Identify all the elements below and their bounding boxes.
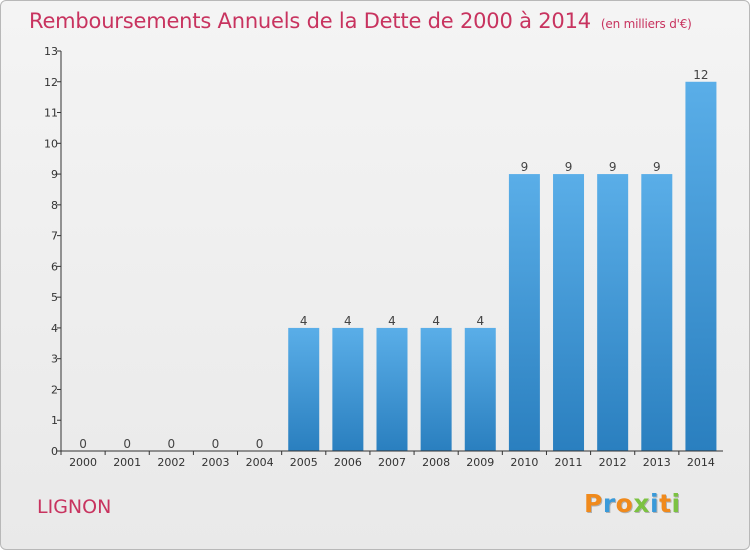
proxiti-logo: Proxiti xyxy=(584,489,681,518)
chart-title-text: Remboursements Annuels de la Dette de 20… xyxy=(29,9,591,33)
bar-2014 xyxy=(685,81,717,452)
value-label-2008: 4 xyxy=(432,314,440,328)
y-tick-label-5: 5 xyxy=(51,291,58,304)
y-tick-label-9: 9 xyxy=(51,168,58,181)
x-tick-label-2007: 2007 xyxy=(378,456,406,469)
x-tick-label-2000: 2000 xyxy=(69,456,97,469)
bars-layer: 0 0 0 0 0 4 4 4 4 4 9 9 9 9 12 xyxy=(79,68,717,452)
value-label-2011: 9 xyxy=(565,160,573,174)
y-tick-label-6: 6 xyxy=(51,260,58,273)
y-tick-label-11: 11 xyxy=(44,107,58,120)
value-label-2000: 0 xyxy=(79,437,87,451)
value-label-2002: 0 xyxy=(168,437,176,451)
logo-letter-4: i xyxy=(650,489,660,518)
axis-layer: 2000 2001 2002 2003 2004 2005 2006 2007 2008 2009… xyxy=(44,45,723,469)
value-label-2007: 4 xyxy=(388,314,396,328)
value-label-2005: 4 xyxy=(300,314,308,328)
value-label-2013: 9 xyxy=(653,160,661,174)
commune-name: LIGNON xyxy=(37,496,112,518)
chart-title: Remboursements Annuels de la Dette de 20… xyxy=(29,9,692,33)
x-tick-label-2008: 2008 xyxy=(422,456,450,469)
logo-letter-1: r xyxy=(602,489,616,518)
bar-2011 xyxy=(553,174,585,452)
value-label-2009: 4 xyxy=(476,314,484,328)
y-tick-label-3: 3 xyxy=(51,353,58,366)
x-tick-label-2004: 2004 xyxy=(246,456,274,469)
x-tick-label-2001: 2001 xyxy=(113,456,141,469)
x-tick-label-2003: 2003 xyxy=(201,456,229,469)
logo-letter-5: t xyxy=(659,489,672,518)
x-tick-label-2010: 2010 xyxy=(510,456,538,469)
y-tick-label-7: 7 xyxy=(51,230,58,243)
value-label-2004: 0 xyxy=(256,437,264,451)
value-label-2001: 0 xyxy=(123,437,131,451)
x-tick-label-2005: 2005 xyxy=(290,456,318,469)
x-tick-label-2002: 2002 xyxy=(157,456,185,469)
y-tick-label-10: 10 xyxy=(44,137,58,150)
y-tick-label-8: 8 xyxy=(51,199,58,212)
y-tick-label-1: 1 xyxy=(51,414,58,427)
value-label-2006: 4 xyxy=(344,314,352,328)
bar-2013 xyxy=(641,174,673,452)
y-tick-label-12: 12 xyxy=(44,76,58,89)
logo-letter-3: x xyxy=(633,489,650,518)
bar-2005 xyxy=(288,327,320,451)
bar-2008 xyxy=(420,327,452,451)
x-tick-label-2006: 2006 xyxy=(334,456,362,469)
x-tick-label-2009: 2009 xyxy=(466,456,494,469)
x-tick-label-2011: 2011 xyxy=(555,456,583,469)
x-tick-label-2014: 2014 xyxy=(687,456,715,469)
y-tick-label-4: 4 xyxy=(51,322,58,335)
bar-2007 xyxy=(376,327,408,451)
bar-2006 xyxy=(332,327,364,451)
value-label-2014: 12 xyxy=(693,68,708,82)
bar-2010 xyxy=(508,174,540,452)
value-label-2012: 9 xyxy=(609,160,617,174)
x-tick-label-2012: 2012 xyxy=(599,456,627,469)
chart-unit-note: (en milliers d'€) xyxy=(600,17,692,31)
logo-letter-2: o xyxy=(615,489,634,518)
value-label-2003: 0 xyxy=(212,437,220,451)
x-tick-label-2013: 2013 xyxy=(643,456,671,469)
bar-2012 xyxy=(597,174,629,452)
logo-letter-0: P xyxy=(584,489,603,518)
y-tick-label-2: 2 xyxy=(51,383,58,396)
logo-letter-6: i xyxy=(671,489,681,518)
bar-2009 xyxy=(464,327,496,451)
y-tick-label-13: 13 xyxy=(44,45,58,58)
value-label-2010: 9 xyxy=(521,160,529,174)
y-tick-label-0: 0 xyxy=(51,445,58,458)
